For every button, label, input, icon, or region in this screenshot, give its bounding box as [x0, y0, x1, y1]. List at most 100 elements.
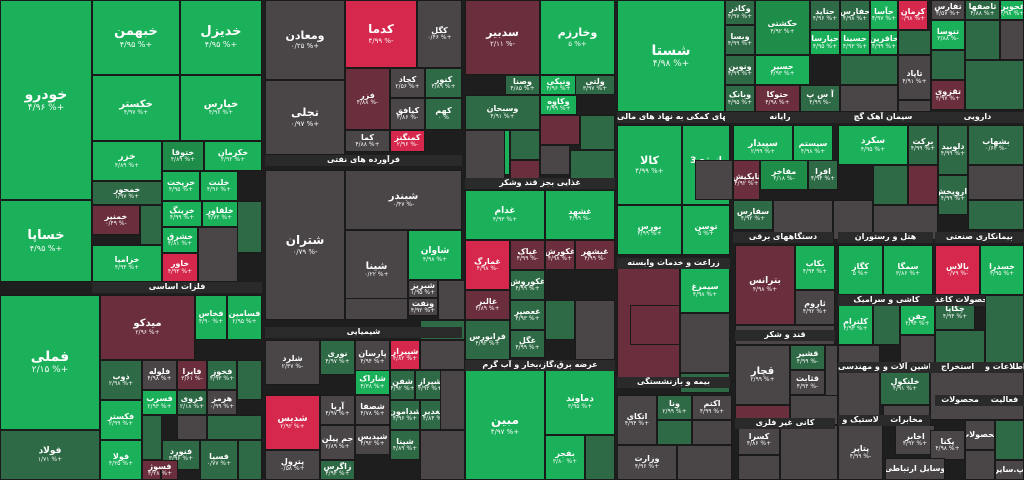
stock-tile[interactable]: بشهاب ۰/۶۴ %- [968, 125, 1024, 165]
stock-tile[interactable]: فولا ۴/۳۵ %+ [100, 440, 142, 480]
stock-tile[interactable]: شاراک ۴/۳۸ %+ [355, 370, 390, 395]
stock-tile[interactable]: سکرد ۴/۹۵ %+ [838, 125, 908, 165]
stock-tile-small[interactable] [440, 370, 465, 430]
stock-tile[interactable]: خریخت ۴/۹۵ %+ [162, 171, 200, 201]
stock-tile-small[interactable] [738, 455, 780, 480]
stock-tile[interactable]: افرا ۴/۹۴ %+ [808, 160, 838, 190]
stock-tile[interactable]: وکادر ۴/۹۷ %+ [725, 0, 755, 25]
stock-tile[interactable]: اخابر ۴/۹۲ %+ [895, 425, 935, 455]
stock-tile-small[interactable] [510, 160, 540, 180]
stock-tile[interactable]: خبهمن ۴/۹۵ %+ [92, 0, 180, 75]
stock-tile[interactable]: تجلی ۰/۹۷ %+ [265, 80, 345, 155]
stock-tile[interactable]: اکتم ۴/۹۹ %+ [692, 395, 732, 420]
stock-tile-small[interactable] [140, 205, 162, 245]
stock-tile[interactable]: بفجر ۳/۸۰ %+ [545, 435, 585, 480]
stock-tile-small[interactable] [510, 130, 540, 160]
stock-tile-small[interactable] [965, 450, 995, 480]
stock-tile[interactable]: حسینا ۴/۹۳ %+ [840, 30, 870, 55]
stock-tile[interactable]: سفارس ۴/۹۲ %+ [733, 200, 773, 230]
stock-tile[interactable]: هرمز ۰/۹۹ %+ [207, 390, 237, 415]
stock-tile[interactable]: وکاوه ۴/۹۹ %+ [540, 95, 577, 115]
stock-tile[interactable]: فسامین ۲/۹۵ %+ [227, 295, 262, 340]
stock-tile-small[interactable] [931, 50, 965, 80]
stock-tile[interactable]: قشیر ۴/۹۹ %- [790, 345, 825, 370]
stock-tile[interactable]: خودرو ۴/۹۶ %+ [0, 0, 92, 200]
stock-tile[interactable]: وخارزم ۵ %+ [540, 0, 615, 75]
stock-tile-small[interactable] [238, 440, 262, 480]
stock-tile-small[interactable] [873, 305, 900, 345]
stock-tile[interactable]: خساپا ۴/۹۵ %+ [0, 200, 92, 282]
stock-tile[interactable]: وبسا ۴/۹۹ %+ [725, 25, 755, 55]
stock-tile[interactable]: ونوین ۴/۹۹ %+ [725, 55, 755, 85]
stock-tile[interactable]: سمگا ۳/۸۶ %+ [883, 245, 933, 295]
stock-tile[interactable]: خدیزل ۴/۹۵ %+ [180, 0, 262, 75]
stock-tile[interactable]: خکستر ۴/۹۷ %+ [92, 75, 180, 141]
stock-tile[interactable]: توسن ۵ %+ [682, 205, 730, 255]
stock-tile[interactable]: کما ۴/۸۸ %+ [345, 130, 390, 152]
stock-tile[interactable]: بترانس ۴/۹۸ %+ [735, 245, 795, 325]
stock-tile-small[interactable] [898, 100, 931, 112]
stock-tile[interactable]: فملی ۲/۱۵ %+ [0, 295, 100, 430]
stock-tile[interactable]: ثاصفها ۴/۸۸ %+ [965, 0, 1000, 20]
stock-tile-small[interactable] [695, 160, 733, 200]
stock-tile[interactable]: غدام ۴/۹۳ %+ [465, 190, 545, 240]
stock-tile[interactable]: کسرا ۴/۸۶ %+ [738, 425, 780, 455]
stock-tile-small[interactable] [968, 165, 1024, 200]
stock-tile[interactable]: خاور ۴/۹۳ %+ [162, 253, 198, 282]
stock-tile[interactable]: ومعادن ۰/۲۵ %+ [265, 0, 345, 80]
stock-tile[interactable]: سدبیر ۲/۱۱ %- [465, 0, 540, 75]
stock-tile[interactable]: خلقاور ۴/۷۲ %+ [202, 201, 238, 227]
stock-tile[interactable]: تاپکیش ۴/۹۲ %+ [733, 160, 760, 200]
stock-tile[interactable]: حفارس ۴/۹۸ %+ [840, 0, 870, 30]
stock-tile-small[interactable] [540, 115, 580, 145]
stock-tile[interactable]: پکنا ۴/۹۸ %+ [930, 430, 965, 460]
stock-tile[interactable]: بکاب ۴/۹۴ %+ [795, 245, 835, 290]
stock-tile[interactable]: شبریز ۱/۹۵ %+ [408, 280, 438, 298]
stock-tile[interactable]: کرمان ۰/۹۸ %+ [898, 0, 928, 30]
stock-tile[interactable]: شفن ۴/۹۲ %+ [390, 370, 415, 400]
stock-tile[interactable]: قثابت ۴/۹۴ %- [790, 370, 825, 395]
stock-tile-small[interactable] [420, 340, 465, 370]
stock-tile-small[interactable] [177, 415, 207, 440]
stock-tile[interactable]: کمنگنز ۲/۹۶ %- [390, 130, 425, 152]
stock-tile-small[interactable] [965, 60, 1024, 110]
stock-tile[interactable]: حکشتی ۴/۹۲ %+ [755, 0, 810, 55]
stock-tile[interactable]: فخوز ۴/۹۳ %+ [207, 360, 237, 390]
stock-tile-small[interactable] [657, 420, 692, 445]
stock-tile[interactable]: فولاد ۱/۷۱ %+ [0, 430, 100, 480]
stock-tile-small[interactable] [438, 280, 465, 320]
stock-tile[interactable]: کنور ۴/۸۹ %+ [425, 68, 462, 98]
stock-tile[interactable]: پارسان ۴/۹۴ %+ [355, 340, 390, 375]
stock-tile[interactable]: غالبر ۴/۸۹ %+ [465, 290, 510, 320]
stock-tile[interactable]: ونا ۲/۹۹ %+ [657, 395, 692, 420]
stock-tile[interactable]: فرابورس ۴/۹۲ %+ [465, 320, 510, 360]
stock-tile[interactable]: پترول ۰/۵۸ %+ [265, 450, 320, 480]
stock-tile[interactable]: تفارس ۴/۵۷ %+ [931, 0, 965, 20]
stock-tile[interactable]: کچاد ۲/۵۶ %+ [390, 68, 425, 98]
stock-tile[interactable]: حتاید ۴/۹۶ %+ [810, 0, 840, 30]
stock-tile[interactable]: خزر ۴/۸۹ %+ [92, 141, 162, 181]
stock-tile[interactable]: اتکای ۴/۹۴ %+ [617, 395, 657, 445]
stock-tile[interactable]: دلوبید ۴/۹۹ %+ [938, 125, 968, 175]
stock-tile-small[interactable] [585, 435, 615, 480]
stock-tile[interactable]: خکرمان ۴/۹۲ %+ [204, 141, 262, 171]
stock-tile[interactable]: غمارگ ۴/۹۸ %- [465, 240, 510, 290]
stock-tile[interactable]: کهم ۰ % [425, 98, 462, 130]
stock-tile[interactable]: فکستر ۲/۹۹ %+ [100, 400, 142, 440]
stock-tile[interactable]: خلنت ۴/۹۶ %+ [200, 171, 238, 201]
stock-tile-small[interactable] [840, 55, 898, 85]
stock-tile[interactable]: کگاز ۵ %+ [838, 245, 883, 295]
stock-tile[interactable]: قچار ۲/۹۹ %+ [735, 345, 790, 405]
stock-tile[interactable]: فروی ۲/۱۸ %+ [177, 390, 207, 415]
stock-tile-small[interactable] [237, 201, 262, 253]
stock-tile[interactable]: شپیراز ۴/۸۲ %+ [390, 340, 420, 370]
stock-tile[interactable]: زاگرس ۴/۹۴ %+ [320, 460, 355, 480]
stock-tile-small[interactable] [840, 85, 898, 112]
stock-tile[interactable]: محصولات [965, 420, 995, 450]
stock-tile[interactable]: خمحور ۱/۹۷ %+ [92, 181, 162, 205]
stock-tile[interactable]: ثاروم ۴/۹۲ %+ [795, 290, 835, 325]
stock-tile-small[interactable] [198, 227, 238, 282]
stock-tile[interactable]: خپارس ۴/۹۶ %+ [180, 75, 262, 141]
stock-tile[interactable]: غکورش ۴/۹۸ %+ [545, 240, 575, 270]
stock-tile-small[interactable] [545, 300, 575, 340]
